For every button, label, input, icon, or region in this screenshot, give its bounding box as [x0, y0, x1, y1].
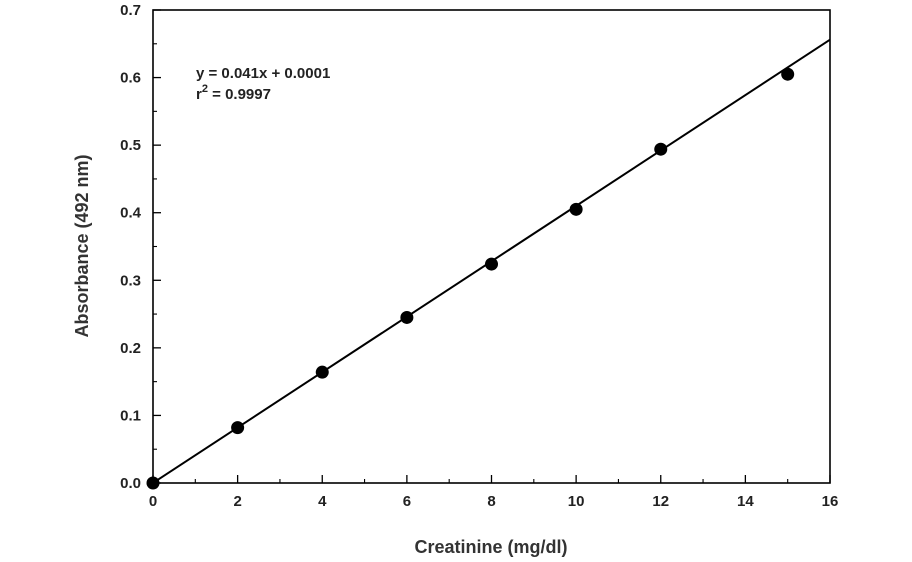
- x-tick-label: 4: [318, 493, 327, 510]
- data-point: [146, 476, 160, 490]
- y-tick-label: 0.5: [120, 137, 141, 154]
- x-tick-label: 10: [568, 493, 585, 510]
- x-tick-label: 0: [149, 493, 157, 510]
- data-point: [654, 142, 668, 156]
- y-tick-label: 0.6: [120, 70, 141, 87]
- y-axis-label: Absorbance (492 nm): [72, 154, 92, 337]
- y-axis-ticks: 0.0 0.1 0.2 0.3 0.4 0.5 0.6 0.7: [120, 2, 161, 492]
- x-tick-label: 16: [822, 493, 839, 510]
- x-tick-label: 8: [487, 493, 495, 510]
- r-squared-annotation: r2 = 0.9997: [196, 83, 271, 103]
- x-tick-label: 6: [403, 493, 411, 510]
- fit-equation: y = 0.041x + 0.0001: [196, 65, 330, 82]
- data-points: [146, 67, 795, 490]
- data-point: [400, 310, 414, 324]
- data-point: [485, 257, 498, 271]
- data-point: [569, 202, 583, 216]
- x-axis-label: Creatinine (mg/dl): [414, 537, 567, 557]
- x-tick-label: 12: [652, 493, 669, 510]
- data-point: [231, 421, 245, 435]
- x-axis-ticks: 0 2 4 6 8 10 12 14 16: [149, 475, 839, 510]
- y-tick-label: 0.4: [120, 205, 142, 222]
- y-tick-label: 0.7: [120, 2, 141, 19]
- x-tick-label: 2: [233, 493, 241, 510]
- y-tick-label: 0.3: [120, 272, 141, 289]
- y-tick-label: 0.1: [120, 407, 141, 424]
- y-tick-label: 0.2: [120, 340, 141, 357]
- data-point: [781, 67, 795, 81]
- y-tick-label: 0.0: [120, 475, 141, 492]
- x-tick-label: 14: [737, 493, 754, 510]
- data-point: [315, 365, 329, 379]
